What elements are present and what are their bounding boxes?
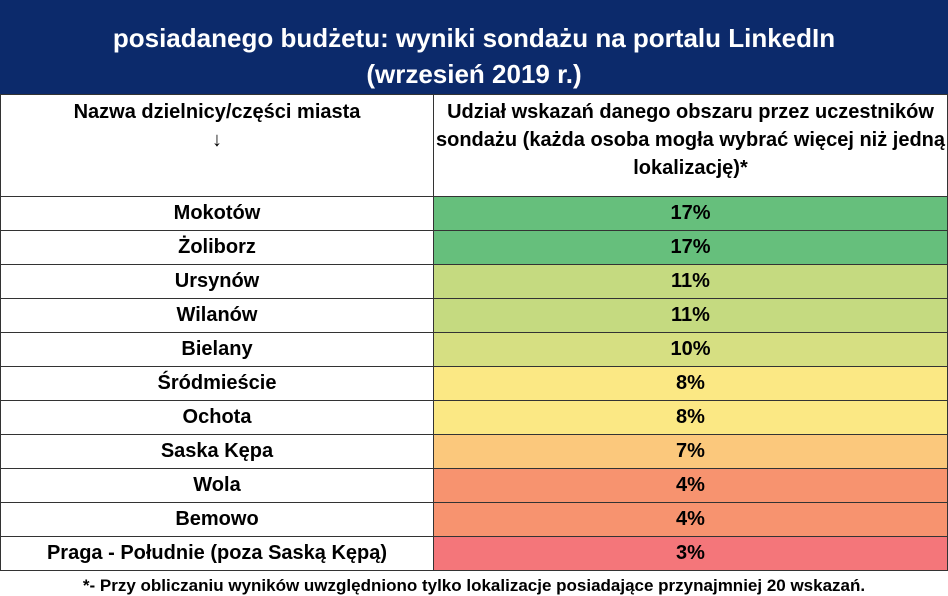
share-cell: 4%	[433, 502, 948, 537]
table-row: Bielany 10%	[0, 332, 948, 367]
table-row: Wola 4%	[0, 468, 948, 503]
district-cell: Mokotów	[0, 196, 434, 231]
column-header: Nazwa dzielnicy/części miasta ↓	[0, 94, 434, 197]
table-row: Saska Kępa 7%	[0, 434, 948, 469]
district-cell: Ochota	[0, 400, 434, 435]
district-cell: Bemowo	[0, 502, 434, 537]
table-row: Praga - Południe (poza Saską Kępą) 3%	[0, 536, 948, 571]
district-cell: Wilanów	[0, 298, 434, 333]
district-cell: Praga - Południe (poza Saską Kępą)	[0, 536, 434, 571]
share-cell: 10%	[433, 332, 948, 367]
title-line: (wrzesień 2019 r.)	[366, 59, 582, 89]
district-cell: Bielany	[0, 332, 434, 367]
district-cell: Ursynów	[0, 264, 434, 299]
title-band: posiadanego budżetu: wyniki sondażu na p…	[0, 0, 948, 94]
district-cell: Śródmieście	[0, 366, 434, 401]
share-cell: 8%	[433, 366, 948, 401]
district-cell: Saska Kępa	[0, 434, 434, 469]
table-row: Żoliborz 17%	[0, 230, 948, 265]
table-row: Wilanów 11%	[0, 298, 948, 333]
share-cell: 4%	[433, 468, 948, 503]
table-row: Mokotów 17%	[0, 196, 948, 231]
district-cell: Wola	[0, 468, 434, 503]
share-cell: 3%	[433, 536, 948, 571]
title-line: posiadanego budżetu: wyniki sondażu na p…	[112, 23, 836, 53]
table: Nazwa dzielnicy/części miasta ↓ Udział w…	[0, 94, 948, 571]
column-header: Udział wskazań danego obszaru przez ucze…	[433, 94, 948, 197]
table-row: Śródmieście 8%	[0, 366, 948, 401]
share-cell: 17%	[433, 230, 948, 265]
table-body: Mokotów 17% Żoliborz 17% Ursynów 11% Wilanów 11…	[0, 196, 948, 571]
share-cell: 11%	[433, 298, 948, 333]
share-cell: 11%	[433, 264, 948, 299]
footnote: *- Przy obliczaniu wyników uwzględniono …	[82, 576, 866, 595]
share-cell: 8%	[433, 400, 948, 435]
share-cell: 7%	[433, 434, 948, 469]
table-row: Ochota 8%	[0, 400, 948, 435]
table-row: Ursynów 11%	[0, 264, 948, 299]
share-cell: 17%	[433, 196, 948, 231]
district-cell: Żoliborz	[0, 230, 434, 265]
table-row: Bemowo 4%	[0, 502, 948, 537]
